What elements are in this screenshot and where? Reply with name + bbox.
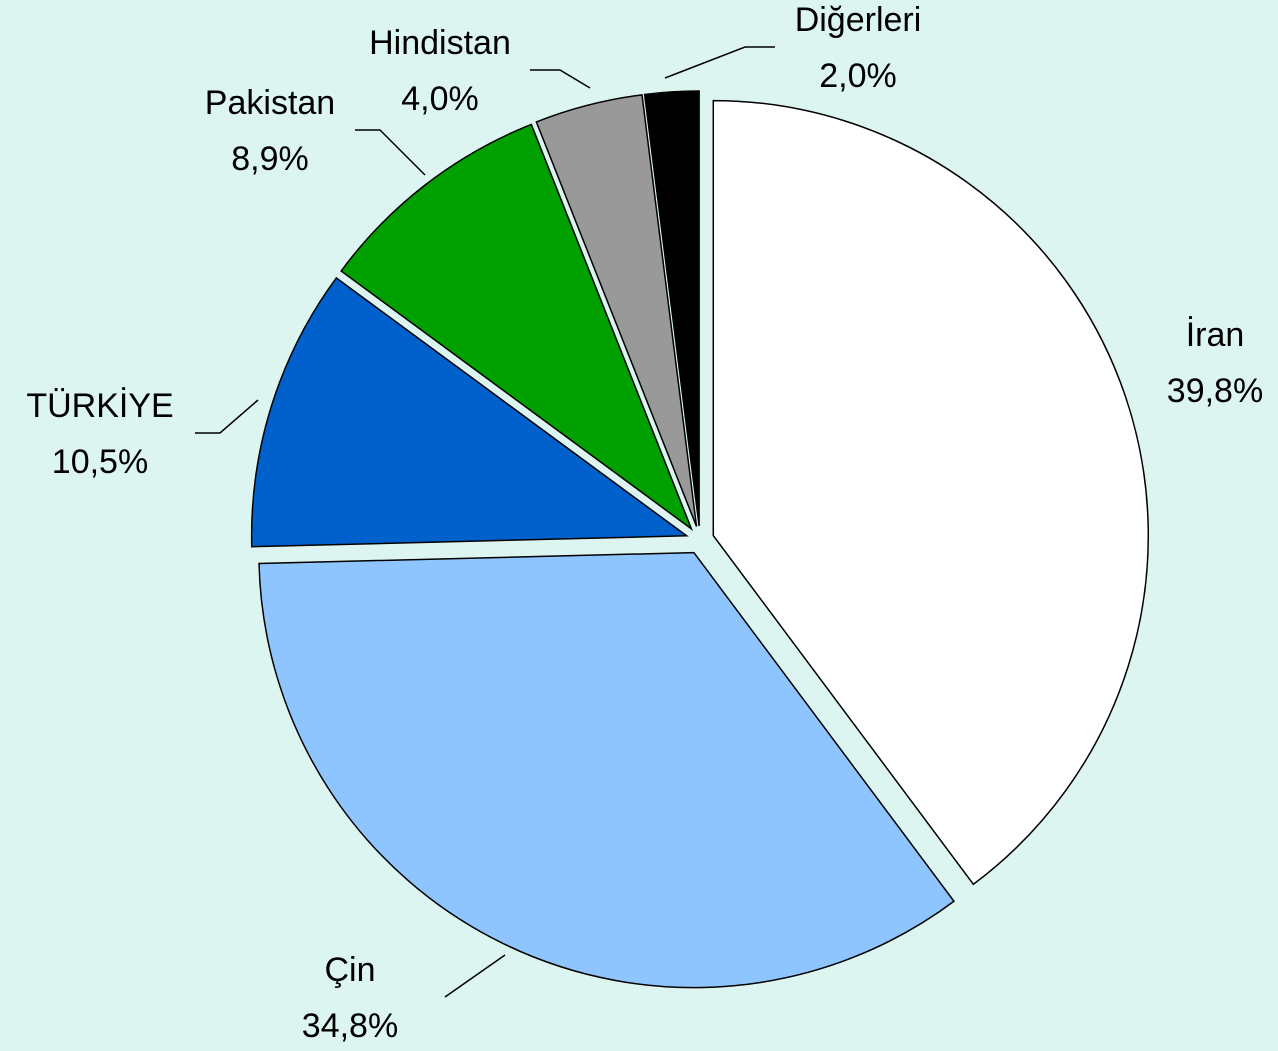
pie-slice xyxy=(250,276,689,548)
leader-line xyxy=(195,399,259,434)
slice-value-label: 2,0% xyxy=(819,57,897,95)
slice-label: TÜRKİYE xyxy=(26,387,173,425)
pie-slice xyxy=(535,94,698,527)
slice-label: Hindistan xyxy=(369,24,511,62)
slice-label: Çin xyxy=(324,951,375,989)
leader-line xyxy=(355,129,426,176)
pie-slice xyxy=(643,90,700,527)
slice-value-label: 8,9% xyxy=(231,140,309,178)
leader-line xyxy=(530,69,591,89)
slice-label: İran xyxy=(1186,316,1245,354)
leader-line xyxy=(444,954,506,998)
slice-value-label: 39,8% xyxy=(1167,372,1263,410)
pie-slice xyxy=(258,551,956,989)
pie-slice xyxy=(712,99,1149,886)
slice-value-label: 10,5% xyxy=(52,443,148,481)
leader-line xyxy=(664,46,775,79)
pie-slice xyxy=(340,123,694,532)
slice-value-label: 4,0% xyxy=(401,80,479,118)
slice-label: Diğerleri xyxy=(795,1,922,39)
slice-label: Pakistan xyxy=(205,84,335,122)
slice-value-label: 34,8% xyxy=(302,1007,398,1045)
